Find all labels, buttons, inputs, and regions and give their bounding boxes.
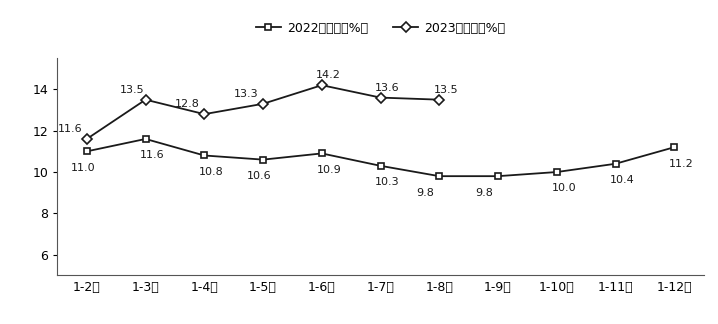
- Text: 11.2: 11.2: [669, 159, 694, 169]
- Text: 11.0: 11.0: [70, 163, 95, 173]
- Text: 12.8: 12.8: [175, 99, 200, 109]
- Line: 2023年增速（%）: 2023年增速（%）: [83, 82, 443, 143]
- 2022年增速（%）: [258, 158, 267, 162]
- 2022年增速（%）: [494, 174, 503, 178]
- 2022年增速（%）: [552, 170, 561, 174]
- 2023年增速（%）: [141, 98, 150, 102]
- 2023年增速（%）: [317, 83, 326, 87]
- 2022年增速（%）: [376, 164, 385, 168]
- 2023年增速（%）: [376, 96, 385, 99]
- Text: 11.6: 11.6: [140, 150, 165, 160]
- Text: 10.4: 10.4: [610, 175, 635, 185]
- Text: 11.6: 11.6: [58, 124, 83, 134]
- Text: 10.8: 10.8: [199, 167, 223, 177]
- Text: 10.9: 10.9: [317, 165, 341, 175]
- Text: 10.6: 10.6: [246, 171, 271, 181]
- Text: 9.8: 9.8: [475, 188, 493, 198]
- Legend: 2022年增速（%）, 2023年增速（%）: 2022年增速（%）, 2023年增速（%）: [251, 17, 510, 40]
- Line: 2022年增速（%）: 2022年增速（%）: [83, 135, 678, 179]
- 2022年增速（%）: [200, 154, 209, 157]
- 2023年增速（%）: [258, 102, 267, 106]
- 2022年增速（%）: [670, 145, 679, 149]
- 2022年增速（%）: [141, 137, 150, 141]
- Text: 10.0: 10.0: [551, 183, 576, 193]
- Text: 10.3: 10.3: [376, 177, 400, 187]
- 2022年增速（%）: [611, 162, 620, 166]
- Text: 13.5: 13.5: [434, 85, 459, 95]
- 2022年增速（%）: [83, 149, 91, 153]
- Text: 13.3: 13.3: [234, 89, 258, 99]
- 2023年增速（%）: [435, 98, 444, 102]
- Text: 14.2: 14.2: [317, 70, 341, 80]
- Text: 13.5: 13.5: [119, 85, 144, 95]
- 2023年增速（%）: [83, 137, 91, 141]
- 2022年增速（%）: [317, 152, 326, 156]
- Text: 13.6: 13.6: [376, 83, 400, 93]
- 2022年增速（%）: [435, 174, 444, 178]
- Text: 9.8: 9.8: [416, 188, 434, 198]
- 2023年增速（%）: [200, 112, 209, 116]
